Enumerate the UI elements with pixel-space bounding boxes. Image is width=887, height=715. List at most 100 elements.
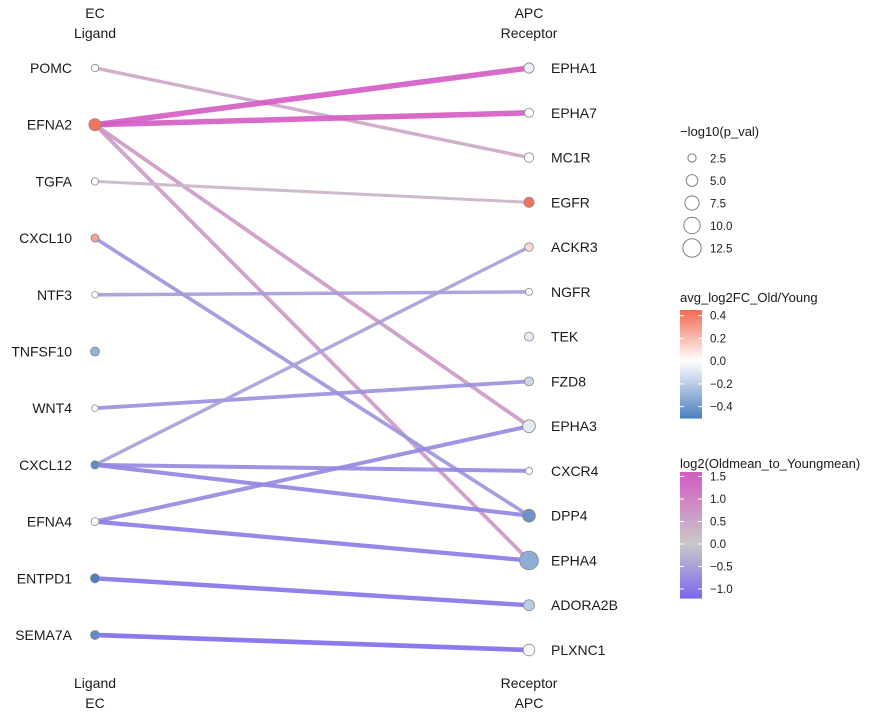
- fc-legend-bar-segment: [680, 329, 702, 333]
- log2-legend-bar-segment: [680, 509, 702, 513]
- receptor-node-tek: [524, 331, 534, 342]
- log2-legend-bar-segment: [680, 497, 702, 500]
- log2-legend-bar-segment: [680, 499, 702, 502]
- fc-legend-bar-segment: [680, 403, 702, 406]
- fc-legend-bar-segment: [680, 342, 702, 345]
- link-tgfa-egfr: [94, 179, 530, 204]
- link-efna4-epha4: [94, 519, 530, 563]
- fc-legend-bar-segment: [680, 376, 702, 379]
- log2-legend-title: log2(Oldmean_to_Youngmean): [680, 456, 860, 471]
- fc-legend-bar-segment: [680, 382, 702, 385]
- receptor-label-epha7: EPHA7: [551, 105, 597, 121]
- ligand-label-sema7a: SEMA7A: [15, 627, 72, 643]
- link-wnt4-fzd8: [94, 379, 530, 411]
- fc-legend-bar-segment: [680, 335, 702, 338]
- fc-legend-bar-segment: [680, 337, 702, 340]
- receptor-label-egfr: EGFR: [551, 194, 590, 210]
- receptor-label-tek: TEK: [551, 329, 579, 345]
- fc-legend-bar-segment: [680, 333, 702, 336]
- ligand-node-wnt4: [91, 404, 99, 412]
- log2-legend-tick-label: −1.0: [710, 584, 733, 596]
- fc-legend-bar-segment: [680, 331, 702, 334]
- fc-legend-bar-segment: [680, 344, 702, 347]
- log2-legend-bar-segment: [680, 568, 702, 572]
- log2-legend-tick-label: −0.5: [710, 562, 733, 574]
- link-efna2-epha7: [94, 110, 530, 128]
- fc-legend-bar-segment: [680, 369, 702, 372]
- bottom-left-header-line2: EC: [85, 695, 104, 711]
- fc-legend-bar-segment: [680, 374, 702, 378]
- receptor-label-epha4: EPHA4: [551, 552, 597, 568]
- receptor-node-dpp4: [522, 508, 536, 523]
- fc-legend-bar-segment: [680, 412, 702, 415]
- log2-legend-bar-segment: [680, 545, 702, 549]
- ligand-label-pomc: POMC: [30, 60, 72, 76]
- fc-legend-bar-segment: [680, 409, 702, 412]
- fc-legend-bar-segment: [680, 394, 702, 397]
- log2-legend-bar-segment: [680, 522, 702, 526]
- receptor-node-epha3: [522, 419, 536, 433]
- log2-legend-bar-segment: [680, 484, 702, 488]
- log2-legend-bar-segment: [680, 480, 702, 484]
- log2-legend-bar-segment: [680, 478, 702, 481]
- log2-legend-bar-segment: [680, 591, 702, 595]
- ligand-node-pomc: [90, 63, 100, 73]
- log2-legend-tick-label: 1.5: [710, 472, 726, 484]
- receptor-node-mc1r: [523, 152, 535, 163]
- size-legend-label: 5.0: [710, 176, 726, 188]
- log2-legend-bar-segment: [680, 572, 702, 576]
- fc-legend-bar-segment: [680, 319, 702, 322]
- fc-legend-bar-segment: [680, 405, 702, 408]
- ligand-label-ntf3: NTF3: [37, 287, 72, 303]
- fc-legend-tick-label: 0.4: [710, 311, 727, 323]
- fc-legend-tick-label: −0.4: [710, 402, 733, 414]
- fc-legend-bar-segment: [680, 401, 702, 405]
- fc-legend-bar-segment: [680, 373, 702, 376]
- log2-legend-bar-segment: [680, 518, 702, 521]
- fc-legend-bar-segment: [680, 387, 702, 390]
- log2-legend-bar-segment: [680, 503, 702, 507]
- fc-legend-bar-segment: [680, 380, 702, 383]
- size-legend-key: [682, 238, 702, 258]
- log2-legend-bar-segment: [680, 551, 702, 555]
- size-legend-label: 7.5: [710, 199, 726, 211]
- link-cxcl12-cxcr4: [94, 462, 530, 473]
- size-legend-label: 2.5: [710, 154, 726, 166]
- log2-legend-bar-segment: [680, 490, 702, 494]
- fc-legend-bar-segment: [680, 396, 702, 399]
- size-legend-label: 10.0: [710, 221, 732, 233]
- link-efna2-epha3: [93, 123, 531, 428]
- fc-legend-bar-segment: [680, 353, 702, 356]
- receptor-node-epha1: [523, 62, 535, 74]
- link-ntf3-ngfr: [94, 290, 530, 297]
- fc-legend-bar-segment: [680, 362, 702, 365]
- log2-legend-bar-segment: [680, 514, 702, 517]
- receptor-label-ngfr: NGFR: [551, 284, 591, 300]
- log2-legend-bar-segment: [680, 535, 702, 538]
- fc-legend-bar-segment: [680, 358, 702, 361]
- receptor-label-plxnc1: PLXNC1: [551, 642, 606, 658]
- size-legend-title: −log10(p_val): [680, 124, 759, 139]
- ligand-label-tgfa: TGFA: [35, 173, 72, 189]
- receptor-node-plxnc1: [522, 643, 536, 657]
- fc-legend-bar-segment: [680, 367, 702, 370]
- receptor-label-cxcr4: CXCR4: [551, 463, 599, 479]
- log2-legend-bar-segment: [680, 543, 702, 547]
- ligand-node-sema7a: [90, 630, 100, 640]
- fc-legend-bar-segment: [680, 400, 702, 403]
- fc-legend-bar-segment: [680, 378, 702, 381]
- fc-legend-bar-segment: [680, 324, 702, 327]
- log2-legend-bar-segment: [680, 530, 702, 534]
- log2-legend-tick-label: 0.5: [710, 517, 726, 529]
- fc-legend-bar-segment: [680, 360, 702, 363]
- receptor-node-egfr: [523, 196, 535, 208]
- fc-legend-bar-segment: [680, 407, 702, 410]
- fc-legend-bar-segment: [680, 340, 702, 343]
- link-entpd1-adora2b: [94, 576, 530, 608]
- fc-legend-bar-segment: [680, 356, 702, 360]
- bottom-right-header-line2: APC: [515, 695, 544, 711]
- log2-legend-bar-segment: [680, 570, 702, 574]
- link-cxcl12-ackr3: [94, 245, 530, 467]
- fc-legend-bar-segment: [680, 385, 702, 388]
- log2-legend-bar-segment: [680, 556, 702, 559]
